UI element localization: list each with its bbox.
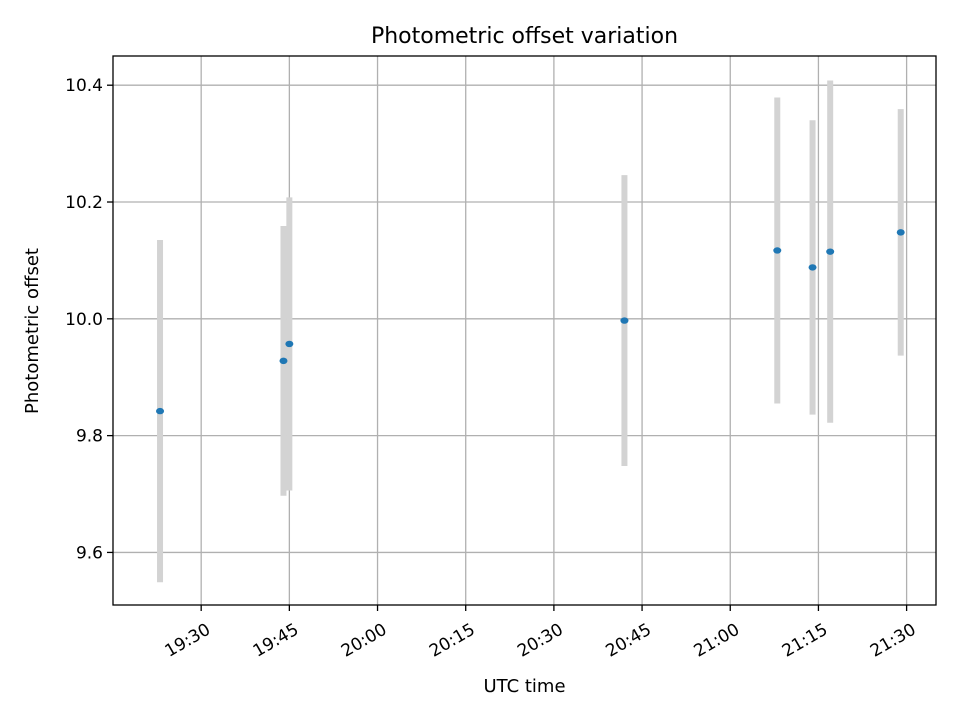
data-point xyxy=(285,340,294,348)
y-tick-label: 9.6 xyxy=(76,543,103,563)
y-axis-ticks: 9.6 9.8 10.0 10.2 10.4 xyxy=(65,76,113,563)
x-axis-label: UTC time xyxy=(483,676,565,697)
data-points xyxy=(156,229,905,415)
y-tick-label: 9.8 xyxy=(76,427,103,447)
chart-title: Photometric offset variation xyxy=(371,24,678,49)
data-point xyxy=(808,264,817,271)
data-point xyxy=(773,247,782,254)
data-point xyxy=(826,248,835,255)
y-axis-label: Photometric offset xyxy=(22,248,43,414)
data-point xyxy=(896,229,905,236)
data-point xyxy=(620,317,629,324)
data-point xyxy=(279,357,288,365)
y-tick-label: 10.0 xyxy=(65,310,103,330)
data-point xyxy=(156,407,165,415)
y-tick-label: 10.4 xyxy=(65,76,103,96)
y-tick-label: 10.2 xyxy=(65,193,103,213)
plot-frame xyxy=(112,55,937,606)
grid xyxy=(113,56,936,605)
